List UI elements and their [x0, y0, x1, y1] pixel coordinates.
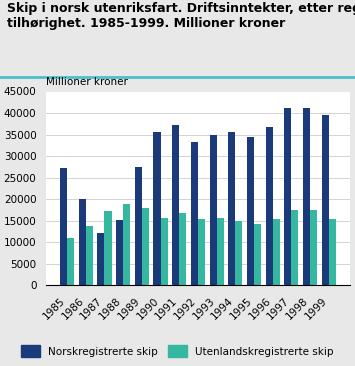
- Bar: [273, 219, 280, 285]
- Bar: [67, 238, 74, 285]
- Bar: [198, 219, 205, 285]
- Bar: [217, 218, 224, 285]
- Bar: [266, 127, 273, 285]
- Text: Skip i norsk utenriksfart. Driftsinntekter, etter register-
tilhørighet. 1985-19: Skip i norsk utenriksfart. Driftsinntekt…: [7, 2, 355, 30]
- Bar: [135, 167, 142, 285]
- Bar: [123, 205, 130, 285]
- Bar: [284, 108, 291, 285]
- Bar: [179, 213, 186, 285]
- Bar: [209, 135, 217, 285]
- Bar: [104, 211, 111, 285]
- Bar: [247, 137, 254, 285]
- Bar: [291, 210, 299, 285]
- Bar: [172, 125, 179, 285]
- Bar: [329, 219, 336, 285]
- Bar: [228, 132, 235, 285]
- Bar: [116, 220, 123, 285]
- Bar: [310, 210, 317, 285]
- Bar: [142, 208, 149, 285]
- Bar: [60, 168, 67, 285]
- Text: Millioner kroner: Millioner kroner: [46, 77, 128, 87]
- Bar: [86, 227, 93, 285]
- Bar: [322, 115, 329, 285]
- Bar: [254, 224, 261, 285]
- Bar: [97, 233, 104, 285]
- Bar: [160, 218, 168, 285]
- Bar: [303, 108, 310, 285]
- Bar: [235, 221, 242, 285]
- Legend: Norskregistrerte skip, Utenlandskregistrerte skip: Norskregistrerte skip, Utenlandskregistr…: [21, 345, 334, 357]
- Bar: [79, 199, 86, 285]
- Bar: [153, 132, 160, 285]
- Bar: [191, 142, 198, 285]
